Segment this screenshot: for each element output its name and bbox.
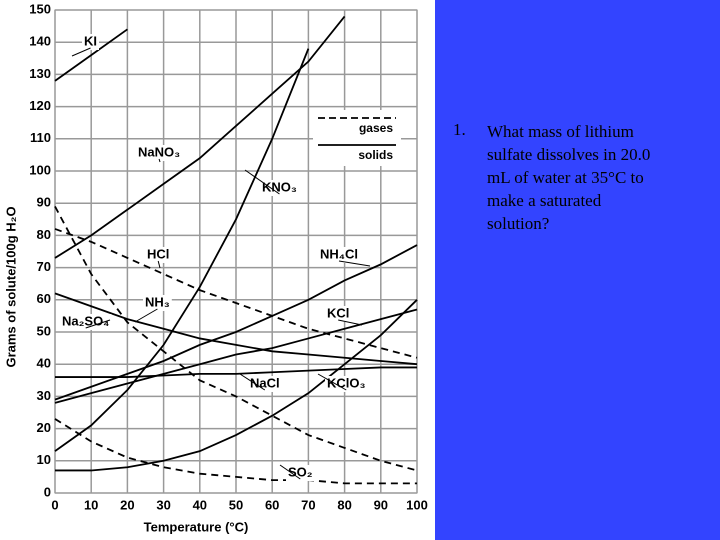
leader-line bbox=[338, 260, 371, 267]
leader-line bbox=[85, 319, 111, 329]
series-label: NH₃ bbox=[145, 294, 170, 309]
y-tick-label: 110 bbox=[30, 130, 51, 145]
legend-label: solids bbox=[358, 148, 393, 162]
leader-line bbox=[239, 373, 266, 391]
chart: Temperature (°C) Grams of solute/100g H₂… bbox=[3, 1, 428, 534]
label-bg bbox=[260, 180, 299, 196]
x-tick-label: 100 bbox=[406, 497, 428, 512]
series-label: KNO₃ bbox=[262, 179, 297, 194]
legend-label: gases bbox=[359, 121, 393, 135]
label-bg bbox=[318, 247, 360, 263]
label-bg bbox=[248, 376, 282, 392]
question-number: 1. bbox=[453, 120, 466, 139]
series-label: NH₄Cl bbox=[320, 246, 358, 261]
x-tick-label: 10 bbox=[84, 497, 98, 512]
label-bg bbox=[60, 314, 112, 330]
series-line bbox=[54, 308, 418, 404]
series-label: SO₂ bbox=[288, 464, 313, 479]
x-tick-label: 40 bbox=[193, 497, 207, 512]
y-tick-label: 100 bbox=[29, 162, 51, 177]
y-tick-label: 80 bbox=[37, 227, 51, 242]
series-line bbox=[54, 418, 417, 485]
y-tick-label: 50 bbox=[37, 323, 51, 338]
y-tick-label: 130 bbox=[29, 66, 51, 81]
series-line bbox=[54, 15, 346, 259]
y-tick-label: 140 bbox=[29, 34, 51, 49]
label-bg bbox=[143, 295, 172, 311]
label-bg bbox=[136, 145, 183, 161]
leader-line bbox=[134, 308, 158, 323]
label-bg bbox=[325, 306, 352, 322]
series-line bbox=[54, 28, 128, 82]
y-tick-label: 150 bbox=[29, 1, 51, 16]
leader-line bbox=[279, 464, 301, 480]
question-text: What mass of lithium sulfate dissolves i… bbox=[487, 122, 651, 233]
series-label: Na₂SO₄ bbox=[62, 313, 109, 328]
series-line bbox=[54, 292, 418, 366]
x-tick-label: 80 bbox=[337, 497, 351, 512]
series-line bbox=[54, 48, 310, 452]
x-axis-label: Temperature (°C) bbox=[144, 519, 249, 534]
label-bg bbox=[82, 34, 99, 50]
series-label: KCl bbox=[327, 305, 349, 320]
x-tick-label: 60 bbox=[265, 497, 279, 512]
y-tick-label: 0 bbox=[44, 484, 51, 499]
y-tick-label: 40 bbox=[37, 356, 51, 371]
series-label: HCl bbox=[147, 246, 169, 261]
leader-line bbox=[158, 158, 161, 163]
leader-line bbox=[71, 47, 91, 57]
label-bg bbox=[145, 247, 172, 263]
question-panel: 1. What mass of lithium sulfate dissolve… bbox=[435, 0, 720, 540]
leader-line bbox=[317, 373, 347, 391]
x-tick-label: 70 bbox=[301, 497, 315, 512]
y-tick-label: 90 bbox=[37, 195, 51, 210]
x-tick-label: 90 bbox=[374, 497, 388, 512]
y-axis-label: Grams of solute/100g H₂O bbox=[3, 206, 18, 367]
leader-line bbox=[157, 260, 161, 269]
leader-line bbox=[244, 169, 280, 195]
series-line bbox=[54, 205, 418, 472]
series-line bbox=[55, 299, 418, 472]
series-line bbox=[54, 228, 418, 359]
y-tick-label: 60 bbox=[37, 291, 51, 306]
series-label: NaCl bbox=[250, 375, 280, 390]
label-bg bbox=[286, 465, 315, 481]
x-tick-label: 30 bbox=[156, 497, 170, 512]
series-line bbox=[54, 244, 418, 401]
series-label: KClO₃ bbox=[327, 375, 366, 390]
x-tick-label: 0 bbox=[51, 497, 58, 512]
series-label: NaNO₃ bbox=[138, 144, 180, 159]
x-tick-label: 50 bbox=[229, 497, 243, 512]
leader-line bbox=[338, 319, 363, 326]
label-bg bbox=[325, 376, 368, 392]
y-tick-label: 10 bbox=[37, 452, 51, 467]
series-label: KI bbox=[84, 33, 97, 48]
series-line bbox=[55, 366, 417, 378]
y-tick-label: 120 bbox=[29, 98, 51, 113]
y-tick-label: 30 bbox=[37, 388, 51, 403]
legend-box bbox=[313, 110, 401, 166]
x-tick-label: 20 bbox=[120, 497, 134, 512]
y-tick-label: 70 bbox=[37, 259, 51, 274]
y-tick-label: 20 bbox=[37, 420, 51, 435]
